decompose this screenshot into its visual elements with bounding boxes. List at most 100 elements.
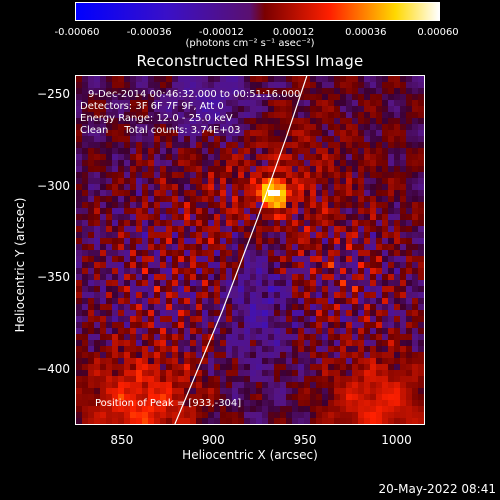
heatmap-cell [376,376,383,383]
heatmap-cell [148,232,155,239]
heatmap-cell [184,250,191,257]
heatmap-cell [88,100,95,107]
heatmap-cell [178,400,185,407]
heatmap-cell [346,154,353,161]
heatmap-cell [298,196,305,203]
heatmap-cell [118,370,125,377]
heatmap-cell [370,388,377,395]
heatmap-cell [160,340,167,347]
heatmap-cell [130,136,137,143]
heatmap-cell [280,376,287,383]
heatmap-cell [418,94,424,101]
heatmap-cell [334,136,341,143]
heatmap-cell [358,394,365,401]
heatmap-cell [178,82,185,89]
heatmap-cell [268,88,275,95]
heatmap-cell [142,352,149,359]
heatmap-cell [412,142,419,149]
heatmap-cell [238,406,245,413]
heatmap-cell [82,100,89,107]
heatmap-cell [352,250,359,257]
heatmap-cell [334,292,341,299]
heatmap-cell [100,322,107,329]
heatmap-cell [412,328,419,335]
heatmap-cell [196,406,203,413]
heatmap-cell [178,262,185,269]
heatmap-cell [88,310,95,317]
heatmap-cell [274,220,281,227]
heatmap-cell [370,82,377,89]
heatmap-cell [172,88,179,95]
heatmap-cell [76,136,83,143]
heatmap-cell [88,280,95,287]
heatmap-cell [316,412,323,419]
heatmap-cell [268,262,275,269]
heatmap-cell [280,76,287,83]
heatmap-cell [292,256,299,263]
heatmap-cell [82,322,89,329]
heatmap-cell [166,130,173,137]
heatmap-cell [160,298,167,305]
heatmap-cell [406,280,413,287]
heatmap-cell [352,352,359,359]
heatmap-cell [364,178,371,185]
heatmap-cell [388,88,395,95]
heatmap-cell [82,154,89,161]
heatmap-cell [244,220,251,227]
heatmap-cell [364,412,371,419]
heatmap-cell [292,352,299,359]
heatmap-cell [100,364,107,371]
heatmap-cell [112,124,119,131]
heatmap-cell [232,148,239,155]
heatmap-cell [244,316,251,323]
heatmap-cell [418,220,424,227]
heatmap-cell [388,142,395,149]
heatmap-cell [274,292,281,299]
heatmap-cell [142,298,149,305]
heatmap-cell [166,226,173,233]
heatmap-cell [244,298,251,305]
heatmap-cell [334,154,341,161]
heatmap-cell [250,130,257,137]
heatmap-cell [334,418,341,424]
heatmap-cell [280,220,287,227]
heatmap-cell [322,388,329,395]
heatmap-cell [322,418,329,424]
heatmap-cell [394,256,401,263]
heatmap-cell [166,172,173,179]
heatmap-cell [94,82,101,89]
heatmap-cell [310,280,317,287]
heatmap-cell [418,166,424,173]
heatmap-cell [358,190,365,197]
colorbar-tick-label: 0.00036 [345,27,387,38]
y-tick-label: −400 [37,362,70,377]
heatmap-cell [280,130,287,137]
heatmap-cell [130,394,137,401]
heatmap-cell [154,220,161,227]
heatmap-cell [124,412,131,419]
heatmap-cell [268,334,275,341]
heatmap-cell [268,250,275,257]
heatmap-cell [118,214,125,221]
heatmap-cell [334,280,341,287]
heatmap-cell [262,154,269,161]
heatmap-cell [316,244,323,251]
heatmap-cell [304,286,311,293]
heatmap-cell [100,310,107,317]
heatmap-cell [196,220,203,227]
heatmap-cell [298,382,305,389]
heatmap-cell [412,172,419,179]
heatmap-cell [256,256,263,263]
heatmap-cell [340,214,347,221]
heatmap-cell [214,232,221,239]
heatmap-cell [130,106,137,113]
heatmap-cell [334,322,341,329]
heatmap-cell [124,106,131,113]
heatmap-cell [286,400,293,407]
heatmap-cell [190,100,197,107]
heatmap-cell [82,274,89,281]
heatmap-cell [382,196,389,203]
heatmap-cell [106,262,113,269]
heatmap-cell [124,262,131,269]
heatmap-cell [286,346,293,353]
